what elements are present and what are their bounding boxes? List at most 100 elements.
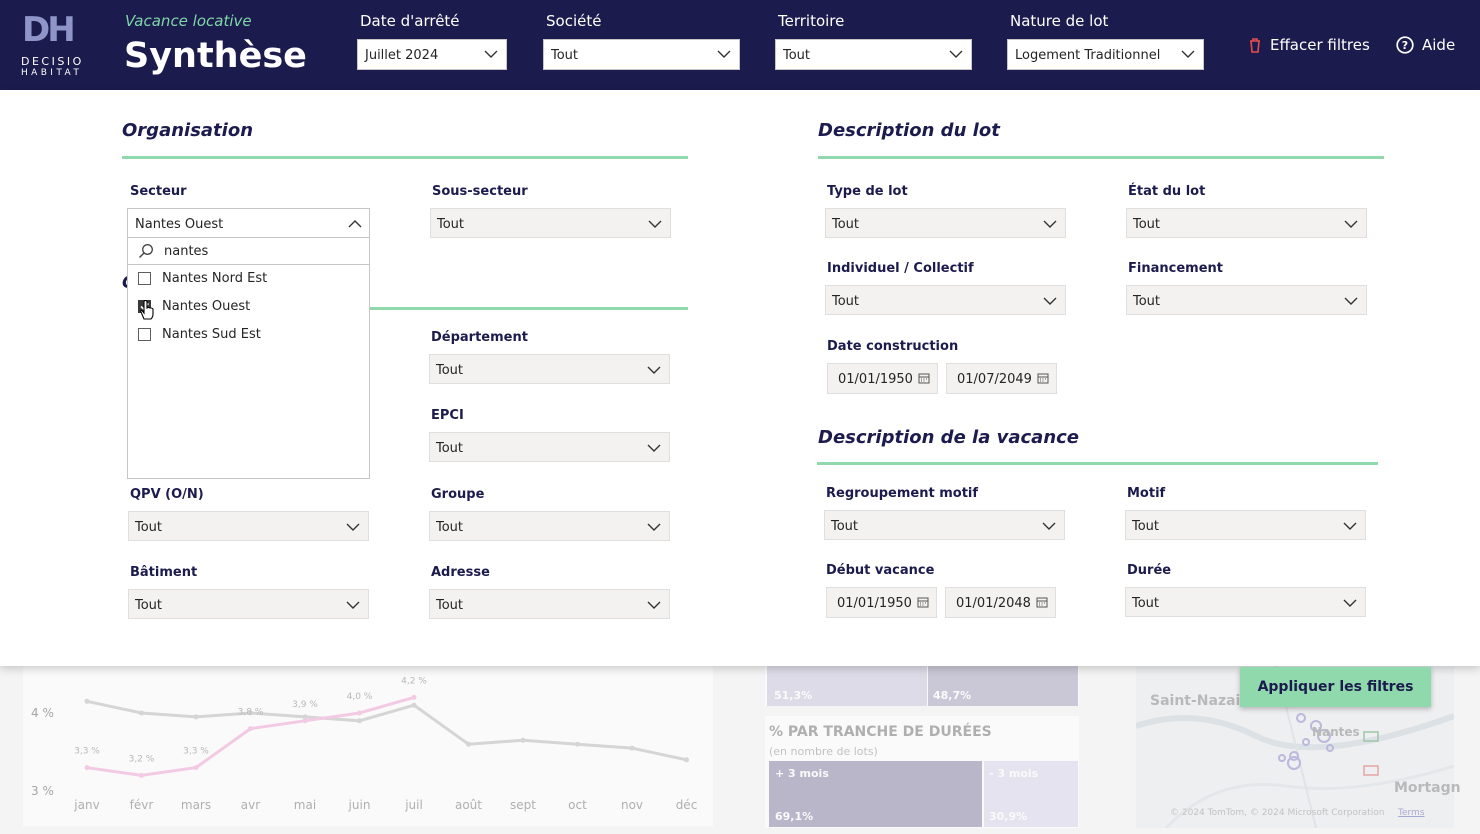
secteur-select[interactable]: Nantes Ouest: [127, 208, 370, 238]
etat-lot-label: État du lot: [1128, 184, 1206, 199]
chevron-down-icon: [346, 601, 360, 609]
series-previous-point: [575, 741, 580, 747]
series-previous-point: [193, 714, 199, 720]
map-credits: © 2024 TomTom, © 2024 Microsoft Corporat…: [1170, 808, 1385, 818]
hidden-section-divider: [370, 307, 688, 310]
duration-card: % PAR TRANCHE DE DURÉES (en nombre de lo…: [765, 716, 1079, 828]
description-lot-divider: [818, 156, 1384, 159]
apply-filters-button[interactable]: Appliquer les filtres: [1240, 667, 1431, 707]
x-tick-label: sept: [510, 798, 536, 812]
series-previous-point: [302, 714, 308, 720]
y-tick-label: 3 %: [31, 784, 54, 798]
x-tick-label: nov: [621, 798, 643, 812]
help-button[interactable]: ? Aide: [1396, 36, 1455, 54]
tile-value: 51,3%: [774, 689, 813, 702]
batiment-select[interactable]: Tout: [128, 589, 369, 619]
x-tick-label: févr: [130, 798, 154, 812]
series-previous-point: [139, 710, 144, 716]
map-terms-link[interactable]: Terms: [1398, 808, 1425, 818]
sous-secteur-select[interactable]: Tout: [430, 208, 671, 238]
help-label: Aide: [1422, 36, 1456, 54]
series-current-point: [84, 765, 90, 771]
date-construction-from-input[interactable]: 01/01/1950: [827, 363, 938, 394]
type-lot-select[interactable]: Tout: [825, 208, 1066, 238]
option-label: Nantes Sud Est: [162, 327, 261, 342]
description-vacance-divider: [817, 462, 1378, 465]
qpv-select[interactable]: Tout: [128, 511, 369, 541]
chevron-down-icon: [647, 444, 661, 452]
groupe-value: Tout: [436, 520, 464, 535]
secteur-option-nantes-nord-est[interactable]: Nantes Nord Est: [138, 271, 267, 286]
chevron-down-icon: [717, 50, 731, 58]
date-arrete-value: Juillet 2024: [365, 48, 439, 63]
secteur-label: Secteur: [130, 184, 187, 199]
epci-select[interactable]: Tout: [429, 432, 670, 462]
calendar-icon: [1036, 597, 1048, 608]
tile-plus-3-mois: + 3 mois 69,1%: [769, 761, 982, 827]
series-current-point: [248, 726, 253, 732]
page-title: Synthèse: [124, 36, 307, 76]
checkbox[interactable]: [138, 328, 151, 341]
series-current-point: [193, 765, 199, 771]
series-previous-point: [466, 741, 471, 747]
societe-select[interactable]: Tout: [543, 39, 740, 70]
debut-vacance-from-input[interactable]: 01/01/1950: [826, 587, 937, 618]
calendar-icon: [918, 373, 930, 384]
financement-label: Financement: [1128, 261, 1223, 276]
groupe-select[interactable]: Tout: [429, 511, 670, 541]
series-current-point: [411, 694, 417, 700]
nature-lot-select[interactable]: Logement Traditionnel: [1007, 39, 1204, 70]
date-arrete-label: Date d'arrêté: [360, 12, 460, 30]
calendar-icon: [917, 597, 929, 608]
trash-icon: [1250, 38, 1260, 53]
motif-select[interactable]: Tout: [1125, 510, 1366, 540]
adresse-select[interactable]: Tout: [429, 589, 670, 619]
x-tick-label: déc: [676, 798, 698, 812]
series-previous-point: [248, 710, 253, 716]
motif-label: Motif: [1127, 486, 1166, 501]
x-tick-label: mai: [294, 798, 316, 812]
individuel-collectif-label: Individuel / Collectif: [827, 261, 974, 276]
x-tick-label: avr: [241, 798, 260, 812]
individuel-collectif-select[interactable]: Tout: [825, 285, 1066, 315]
date-construction-label: Date construction: [827, 339, 959, 354]
series-current-point: [302, 718, 308, 724]
departement-select[interactable]: Tout: [429, 354, 670, 384]
secteur-search-value: nantes: [164, 244, 209, 259]
clear-filters-button[interactable]: Effacer filtres: [1248, 36, 1370, 54]
financement-select[interactable]: Tout: [1126, 285, 1367, 315]
date-construction-to-input[interactable]: 01/07/2049: [946, 363, 1057, 394]
tile-value: 69,1%: [775, 810, 814, 823]
duree-label: Durée: [1127, 563, 1172, 578]
series-current-point: [357, 710, 362, 716]
departement-value: Tout: [436, 363, 464, 378]
data-label: 4,2 %: [401, 676, 427, 686]
debut-vacance-to-input[interactable]: 01/01/2048: [945, 587, 1056, 618]
tile-48: 48,7%: [928, 666, 1078, 706]
series-previous-line: [86, 699, 687, 762]
logo-line-1: DECISIO: [21, 55, 84, 68]
territoire-value: Tout: [783, 48, 811, 63]
duration-subtitle: (en nombre de lots): [769, 745, 878, 758]
duree-value: Tout: [1132, 596, 1160, 611]
duree-select[interactable]: Tout: [1125, 587, 1366, 617]
qpv-value: Tout: [135, 520, 163, 535]
option-label: Nantes Nord Est: [162, 271, 268, 286]
chevron-down-icon: [1344, 220, 1358, 228]
x-tick-label: mars: [181, 798, 211, 812]
map-background: [1136, 666, 1454, 828]
territoire-select[interactable]: Tout: [775, 39, 972, 70]
checkbox[interactable]: [138, 272, 151, 285]
secteur-option-nantes-sud-est[interactable]: Nantes Sud Est: [138, 327, 261, 342]
secteur-search-input[interactable]: nantes: [128, 238, 370, 265]
chevron-down-icon: [484, 50, 498, 58]
series-previous-point: [520, 737, 526, 743]
regroupement-motif-select[interactable]: Tout: [824, 510, 1065, 540]
data-label: 4,0 %: [347, 692, 373, 702]
chevron-up-icon: [348, 220, 362, 228]
organisation-divider: [122, 156, 688, 159]
tile-value: 30,9%: [989, 810, 1028, 823]
date-arrete-select[interactable]: Juillet 2024: [357, 39, 507, 70]
adresse-value: Tout: [436, 598, 464, 613]
etat-lot-select[interactable]: Tout: [1126, 208, 1367, 238]
